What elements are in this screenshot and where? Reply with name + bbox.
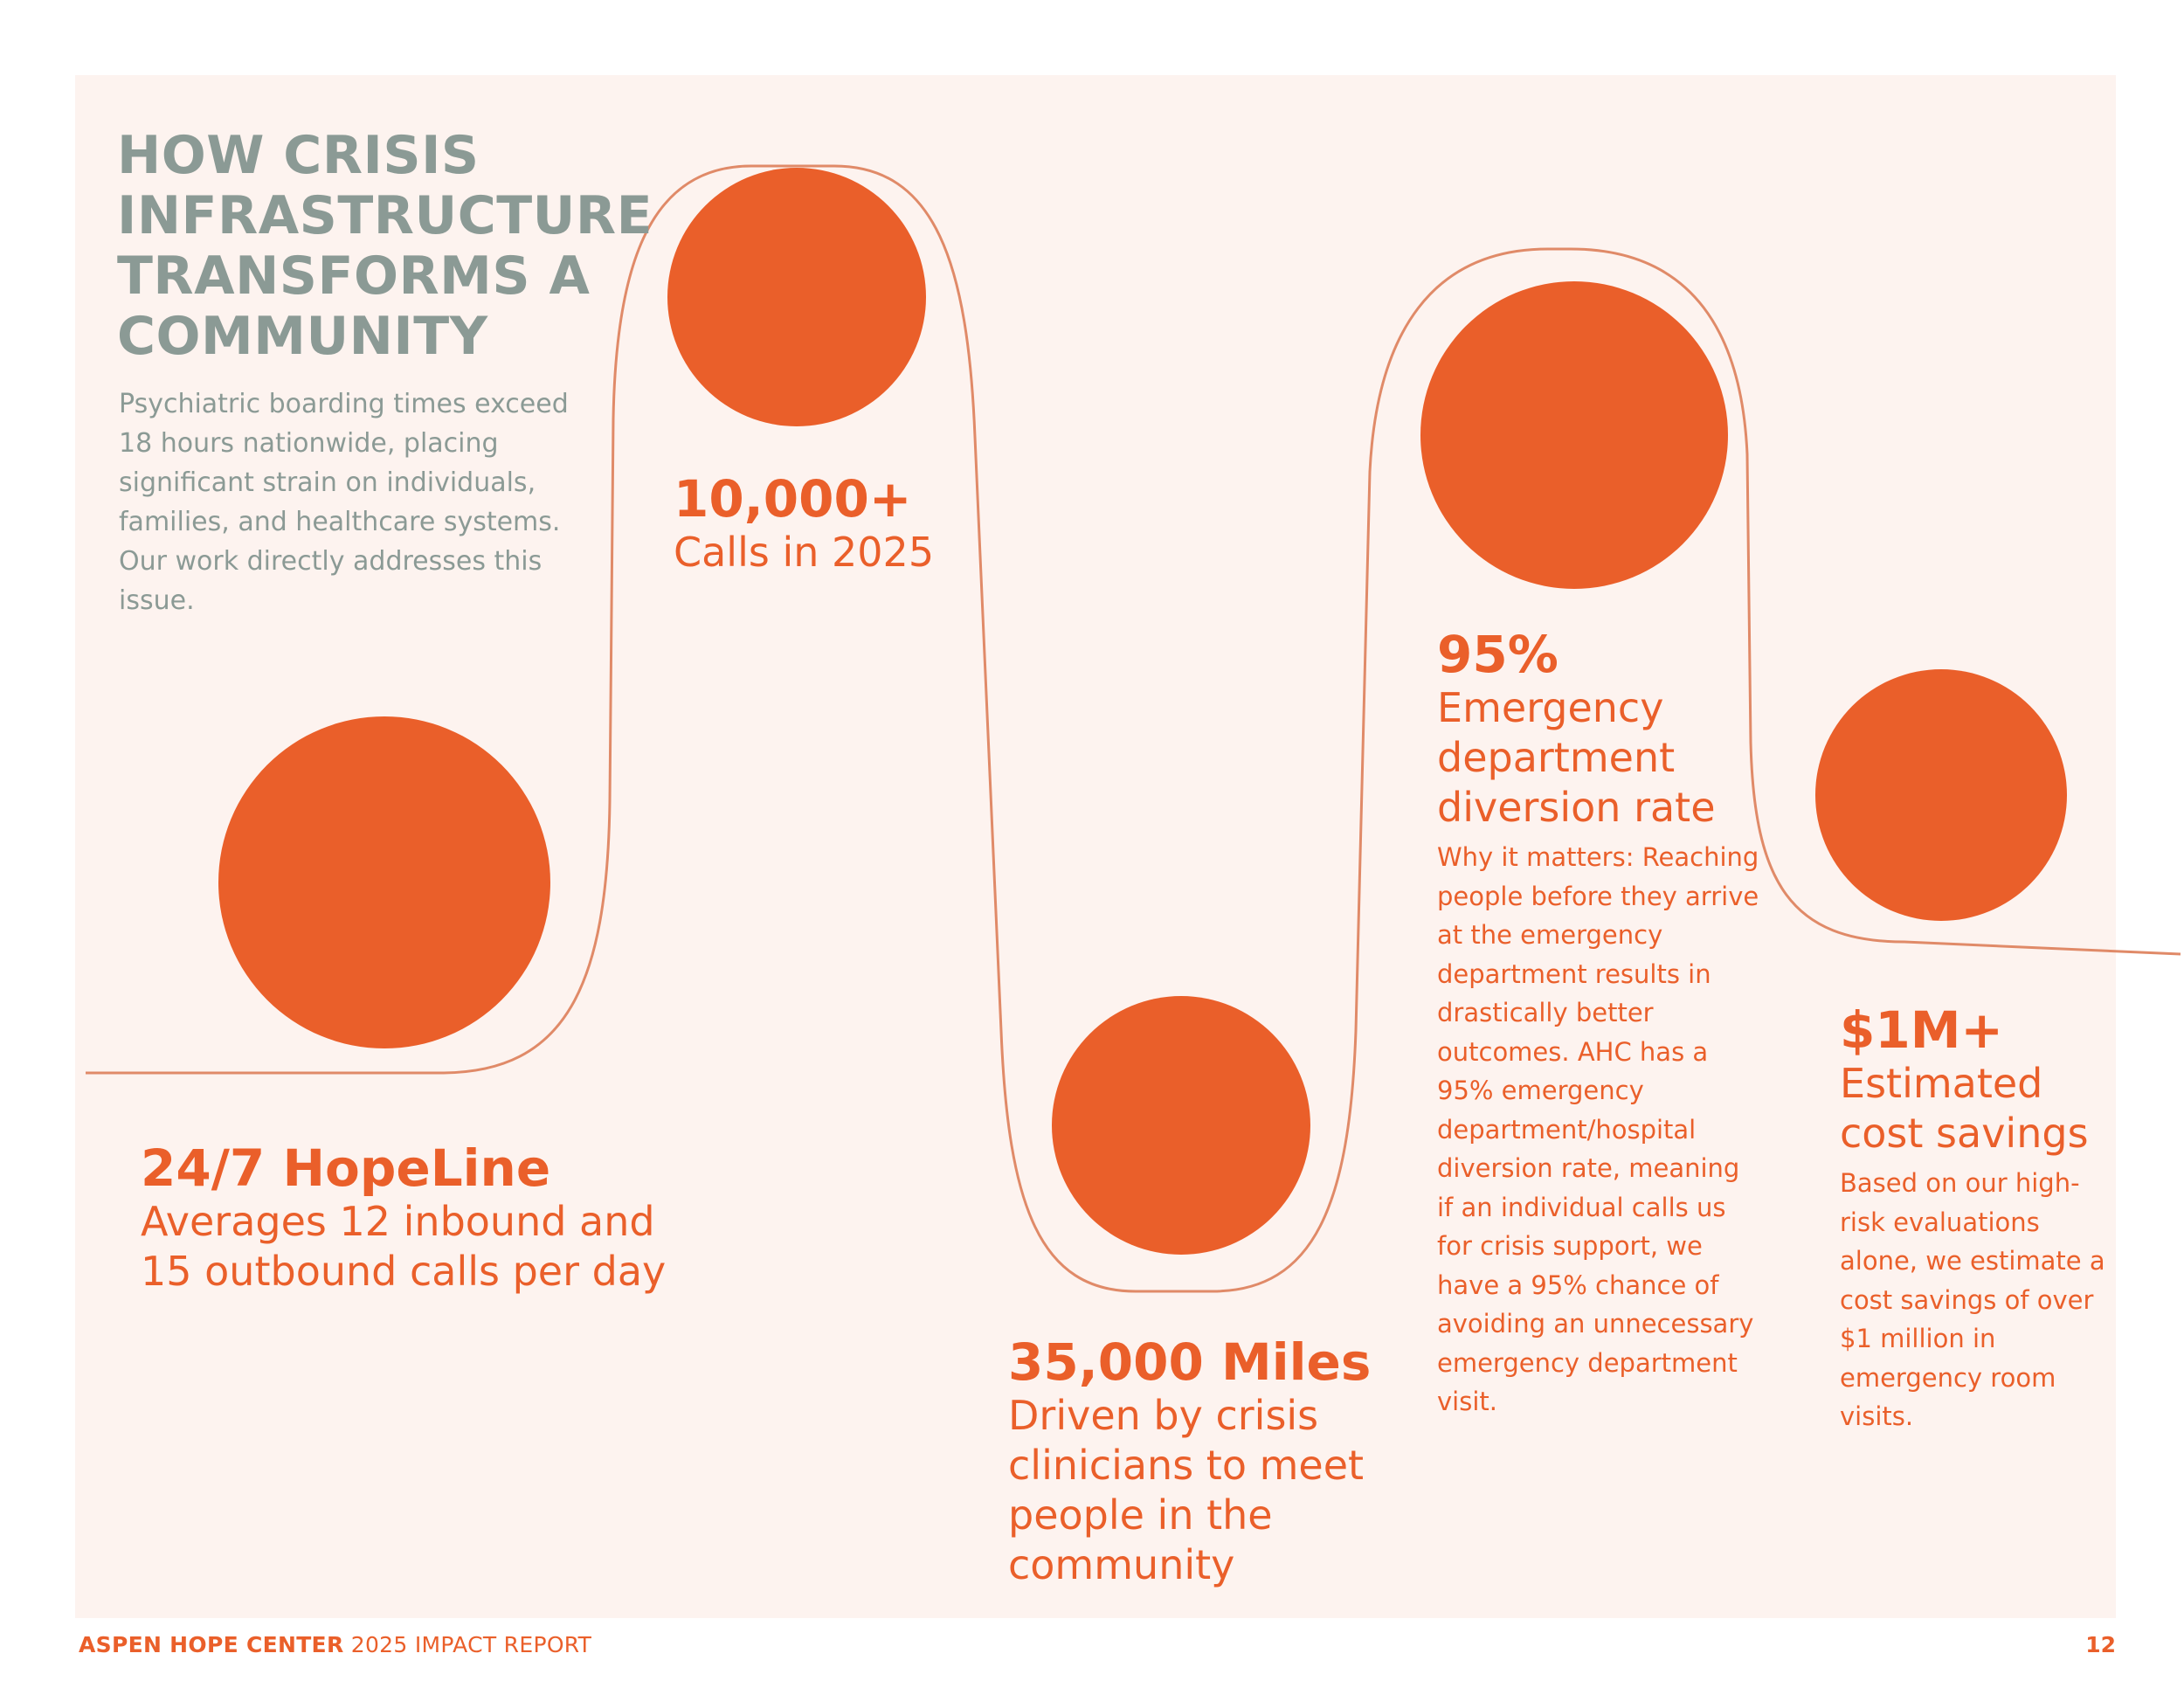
footer-org: ASPEN HOPE CENTER [79,1632,344,1657]
stat-miles-label: Driven by crisis clinicians to meet peop… [1008,1392,1365,1588]
stat-hopeline-label: Averages 12 inbound and 15 outbound call… [141,1198,667,1295]
stat-savings-value: $1M+ [1840,1000,2004,1060]
stat-savings-label: Estimated cost savings [1840,1060,2089,1157]
stat-circle-diversion [1420,281,1728,589]
stat-hopeline-value: 24/7 HopeLine [141,1138,551,1198]
stat-miles-value: 35,000 Miles [1008,1332,1372,1392]
intro-paragraph: Psychiatric boarding times exceed 18 hou… [119,389,569,616]
footer-report: 2025 IMPACT REPORT [350,1632,592,1657]
page-title: HOW CRISIS INFRASTRUCTURE TRANSFORMS A C… [117,125,653,367]
stat-savings-description: Based on our high-risk evaluations alone… [1840,1168,2105,1431]
stat-hopeline: 24/7 HopeLine Averages 12 inbound and 15… [141,1139,700,1297]
stat-circle-hopeline [218,716,550,1048]
stat-diversion: 95% Emergency department diversion rate … [1437,626,1760,1422]
footer: ASPEN HOPE CENTER 2025 IMPACT REPORT [79,1632,591,1657]
stat-calls: 10,000+ Calls in 2025 [674,470,971,578]
stat-savings: $1M+ Estimated cost savings Based on our… [1840,1001,2119,1436]
stat-circle-calls [667,168,926,426]
stat-circle-savings [1815,669,2067,921]
stat-miles: 35,000 Miles Driven by crisis clinicians… [1008,1333,1401,1590]
stat-diversion-value: 95% [1437,625,1559,684]
stat-diversion-label: Emergency department diversion rate [1437,684,1716,831]
page-number: 12 [2085,1632,2116,1657]
stat-circle-miles [1052,996,1310,1255]
stat-calls-label: Calls in 2025 [674,529,935,576]
stat-diversion-description: Why it matters: Reaching people before t… [1437,842,1759,1416]
stat-calls-value: 10,000+ [674,469,912,529]
